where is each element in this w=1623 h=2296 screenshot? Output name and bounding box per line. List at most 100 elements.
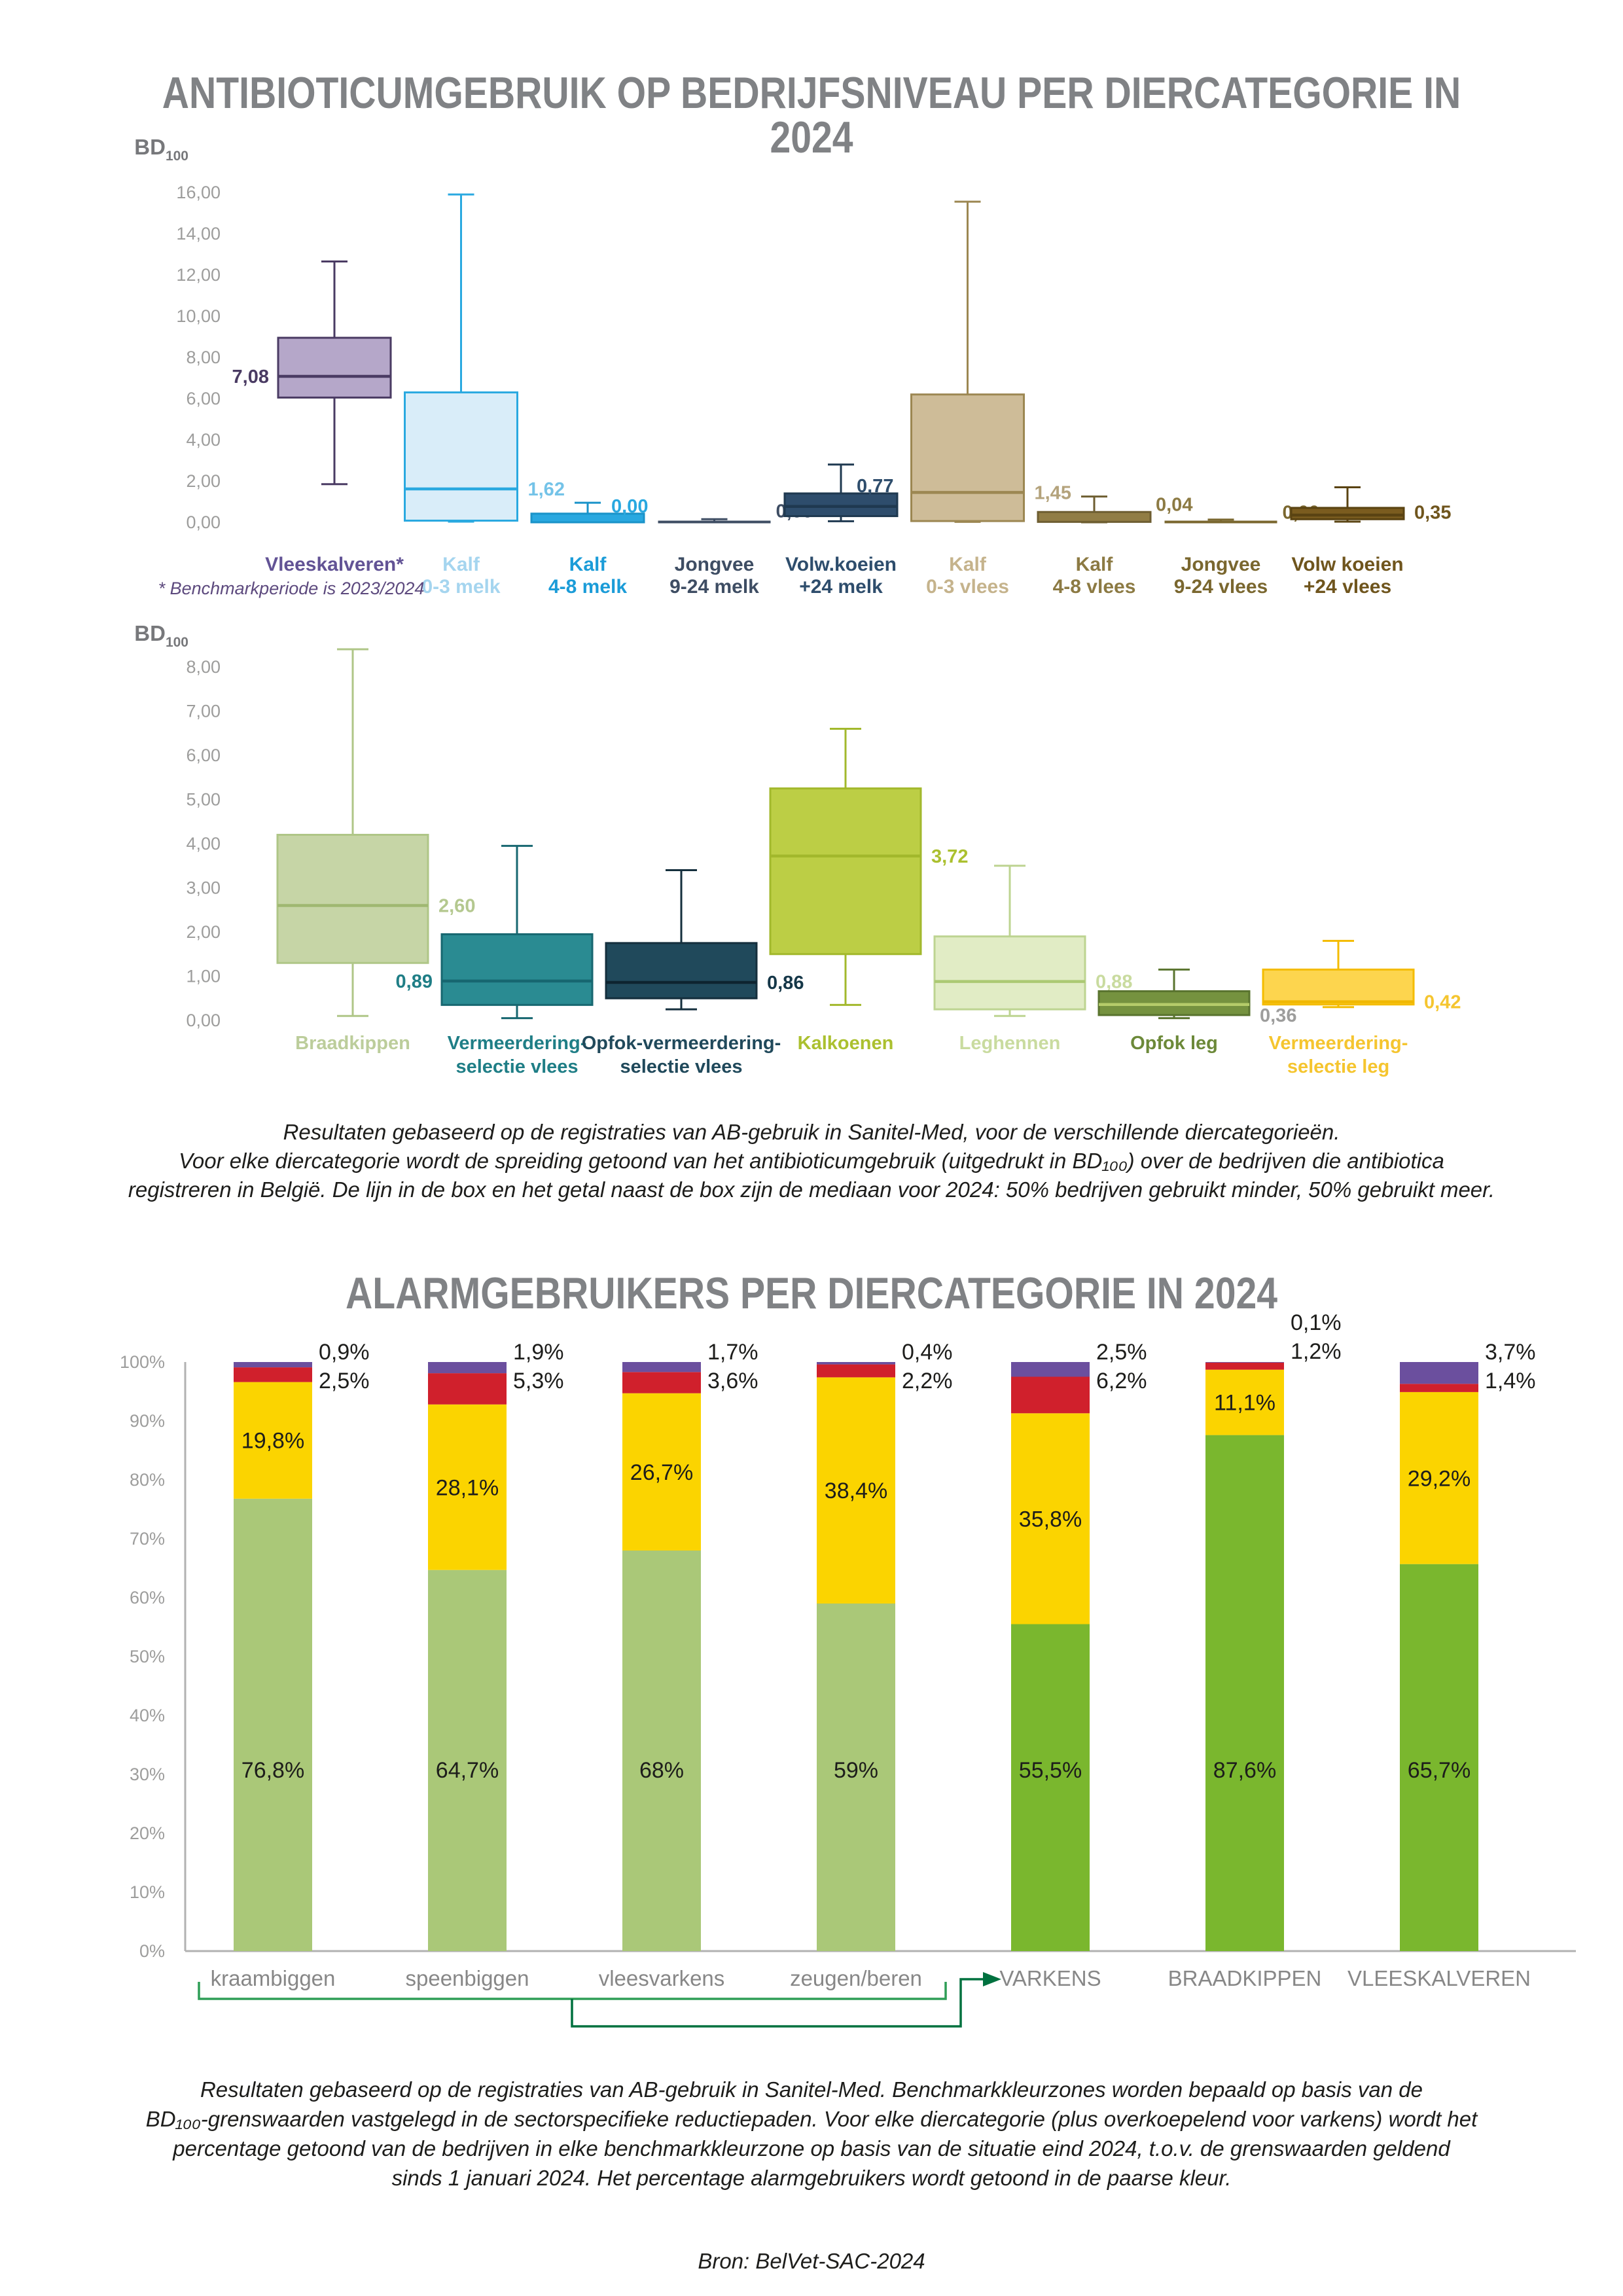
yellow-value: 19,8%	[241, 1429, 304, 1454]
yellow-value: 35,8%	[1019, 1507, 1082, 1532]
boxplot-pluimvee-box-3: 3,72 Kalkoenen	[769, 728, 968, 1054]
boxplot-rundvee: 0,00 2,00 4,00 6,00 8,00 10,00 12,00 14,00 16,00…	[134, 135, 1451, 598]
boxplot-rundvee-box-3: 0,00Jongvee9-24 melk	[658, 501, 813, 598]
purple-value: 3,7%	[1485, 1340, 1536, 1365]
category-label: selectie leg	[1287, 1056, 1389, 1077]
segment-green	[234, 1498, 312, 1951]
category-label: Jongvee	[675, 554, 755, 575]
bar-vleesvarkens: 68% 26,7% 1,7% 3,6% vleesvarkens	[599, 1340, 758, 1990]
category-label: Opfok-vermeerdering-	[582, 1033, 781, 1054]
boxplot-rundvee-y-axis: 0,00 2,00 4,00 6,00 8,00 10,00 12,00 14,00 16,00…	[134, 135, 221, 532]
bar-category-label: speenbiggen	[405, 1966, 529, 1990]
segment-purple	[234, 1362, 312, 1368]
bar-speenbiggen: 64,7% 28,1% 1,9% 5,3% speenbiggen	[405, 1340, 563, 1990]
yellow-value: 28,1%	[436, 1475, 499, 1500]
segment-red	[1011, 1376, 1090, 1414]
segment-yellow	[1205, 1369, 1284, 1435]
boxplot-pluimvee-y-axis: 0,00 1,00 2,00 3,00 4,00 5,00 6,00 7,00 8,00 BD10…	[134, 621, 221, 1030]
segment-purple	[1205, 1362, 1284, 1363]
green-value: 65,7%	[1408, 1758, 1471, 1783]
svg-text:12,00: 12,00	[176, 265, 221, 285]
median-value: 0,77	[857, 476, 893, 497]
purple-value: 0,4%	[902, 1340, 953, 1365]
category-label: 4-8 vlees	[1053, 576, 1136, 598]
median-value: 0,36	[1260, 1005, 1296, 1026]
alarmgebruikers: 0% 10% 20% 30% 40% 50% 60% 70% 80% 90% 100% 76,8% 19…	[120, 1310, 1576, 2028]
boxplot-pluimvee: 0,00 1,00 2,00 3,00 4,00 5,00 6,00 7,00 8,00 BD10…	[134, 621, 1461, 1077]
source-text: Bron: BelVet-SAC-2024	[698, 2249, 925, 2273]
svg-text:5,00: 5,00	[186, 790, 221, 810]
category-label: Volw koeien	[1291, 554, 1403, 575]
yellow-value: 29,2%	[1408, 1466, 1471, 1491]
red-value: 3,6%	[707, 1369, 758, 1393]
percent-tick: 50%	[130, 1647, 165, 1666]
category-label: Braadkippen	[295, 1033, 410, 1054]
median-value: 3,72	[931, 846, 968, 867]
red-value: 1,4%	[1485, 1369, 1536, 1393]
boxplot-pluimvee-box-1: 0,89 Vermeerdering-selectie vlees	[396, 844, 594, 1077]
percent-tick: 20%	[130, 1823, 165, 1843]
svg-text:2,00: 2,00	[186, 922, 221, 942]
yellow-value: 38,4%	[825, 1479, 887, 1503]
boxplot-caption-line3: registreren in België. De lijn in de box…	[128, 1177, 1495, 1202]
red-value: 5,3%	[513, 1369, 564, 1393]
segment-green	[817, 1604, 895, 1951]
category-label: Kalf	[1076, 554, 1114, 575]
stacked-bar-caption-line3: percentage getoond van de bedrijven in e…	[173, 2136, 1450, 2161]
svg-text:1,00: 1,00	[186, 967, 221, 986]
category-label: Kalkoenen	[798, 1033, 894, 1054]
varkens-group-bracket	[198, 1972, 1001, 2028]
svg-text:14,00: 14,00	[176, 224, 221, 243]
stacked-bar-chart-title: ALARMGEBRUIKERS PER DIERCATEGORIE IN 202…	[346, 1268, 1277, 1318]
svg-text:0,00: 0,00	[186, 1011, 221, 1030]
segment-yellow	[1011, 1413, 1090, 1624]
segment-yellow	[1400, 1391, 1478, 1564]
segment-yellow	[234, 1382, 312, 1499]
boxplot-rundvee-box-8: 0,35 Volw koeien+24 vlees	[1290, 486, 1451, 598]
segment-red	[1400, 1384, 1478, 1392]
stacked-bar-caption-line1: Resultaten gebaseerd op de registraties …	[200, 2077, 1423, 2102]
segment-red	[428, 1373, 507, 1405]
segment-green	[622, 1551, 701, 1951]
segment-purple	[622, 1362, 701, 1372]
stacked-bar-caption-line2: BD₁₀₀-grenswaarden vastgelegd in de sect…	[145, 2107, 1478, 2131]
bar-category-label: VLEESKALVEREN	[1347, 1966, 1531, 1990]
svg-text:0,00: 0,00	[186, 512, 221, 532]
segment-yellow	[817, 1377, 895, 1604]
category-label: Jongvee	[1181, 554, 1261, 575]
purple-value: 0,9%	[319, 1340, 370, 1365]
bar-VLEESKALVEREN: 65,7% 29,2% 3,7% 1,4% VLEESKALVEREN	[1347, 1340, 1536, 1990]
segment-green	[428, 1570, 507, 1951]
red-value: 6,2%	[1096, 1369, 1147, 1393]
svg-text:2,00: 2,00	[186, 471, 221, 491]
percent-tick: 100%	[120, 1352, 165, 1372]
segment-purple	[1400, 1362, 1478, 1384]
category-label: Leghennen	[959, 1033, 1061, 1054]
segment-green	[1205, 1435, 1284, 1951]
red-value: 2,5%	[319, 1369, 370, 1393]
percent-tick: 10%	[130, 1882, 165, 1902]
bar-category-label: BRAADKIPPEN	[1168, 1966, 1322, 1990]
segment-purple	[817, 1362, 895, 1365]
segment-red	[1205, 1362, 1284, 1370]
green-value: 68%	[639, 1758, 684, 1783]
red-value: 1,2%	[1291, 1339, 1342, 1364]
green-value: 64,7%	[436, 1758, 499, 1783]
bar-category-label: zeugen/beren	[790, 1966, 922, 1990]
purple-value: 0,1%	[1291, 1310, 1342, 1335]
boxplot-pluimvee-box-5: 0,36 Opfok leg	[1097, 968, 1296, 1054]
bar-VARKENS: 55,5% 35,8% 2,5% 6,2% VARKENS	[999, 1340, 1147, 1990]
boxplot-rundvee-box-0: 7,08 Vleeskalveren*	[232, 260, 404, 575]
category-label: Kalf	[442, 554, 480, 575]
svg-text:4,00: 4,00	[186, 430, 221, 450]
bar-kraambiggen: 76,8% 19,8% 0,9% 2,5% kraambiggen	[211, 1340, 370, 1990]
bar-category-label: kraambiggen	[211, 1966, 336, 1990]
yellow-value: 26,7%	[630, 1460, 693, 1485]
median-value: 0,00	[611, 496, 648, 517]
svg-text:10,00: 10,00	[176, 306, 221, 326]
segment-red	[817, 1364, 895, 1378]
svg-text:16,00: 16,00	[176, 183, 221, 202]
category-label: 4-8 melk	[548, 576, 627, 598]
